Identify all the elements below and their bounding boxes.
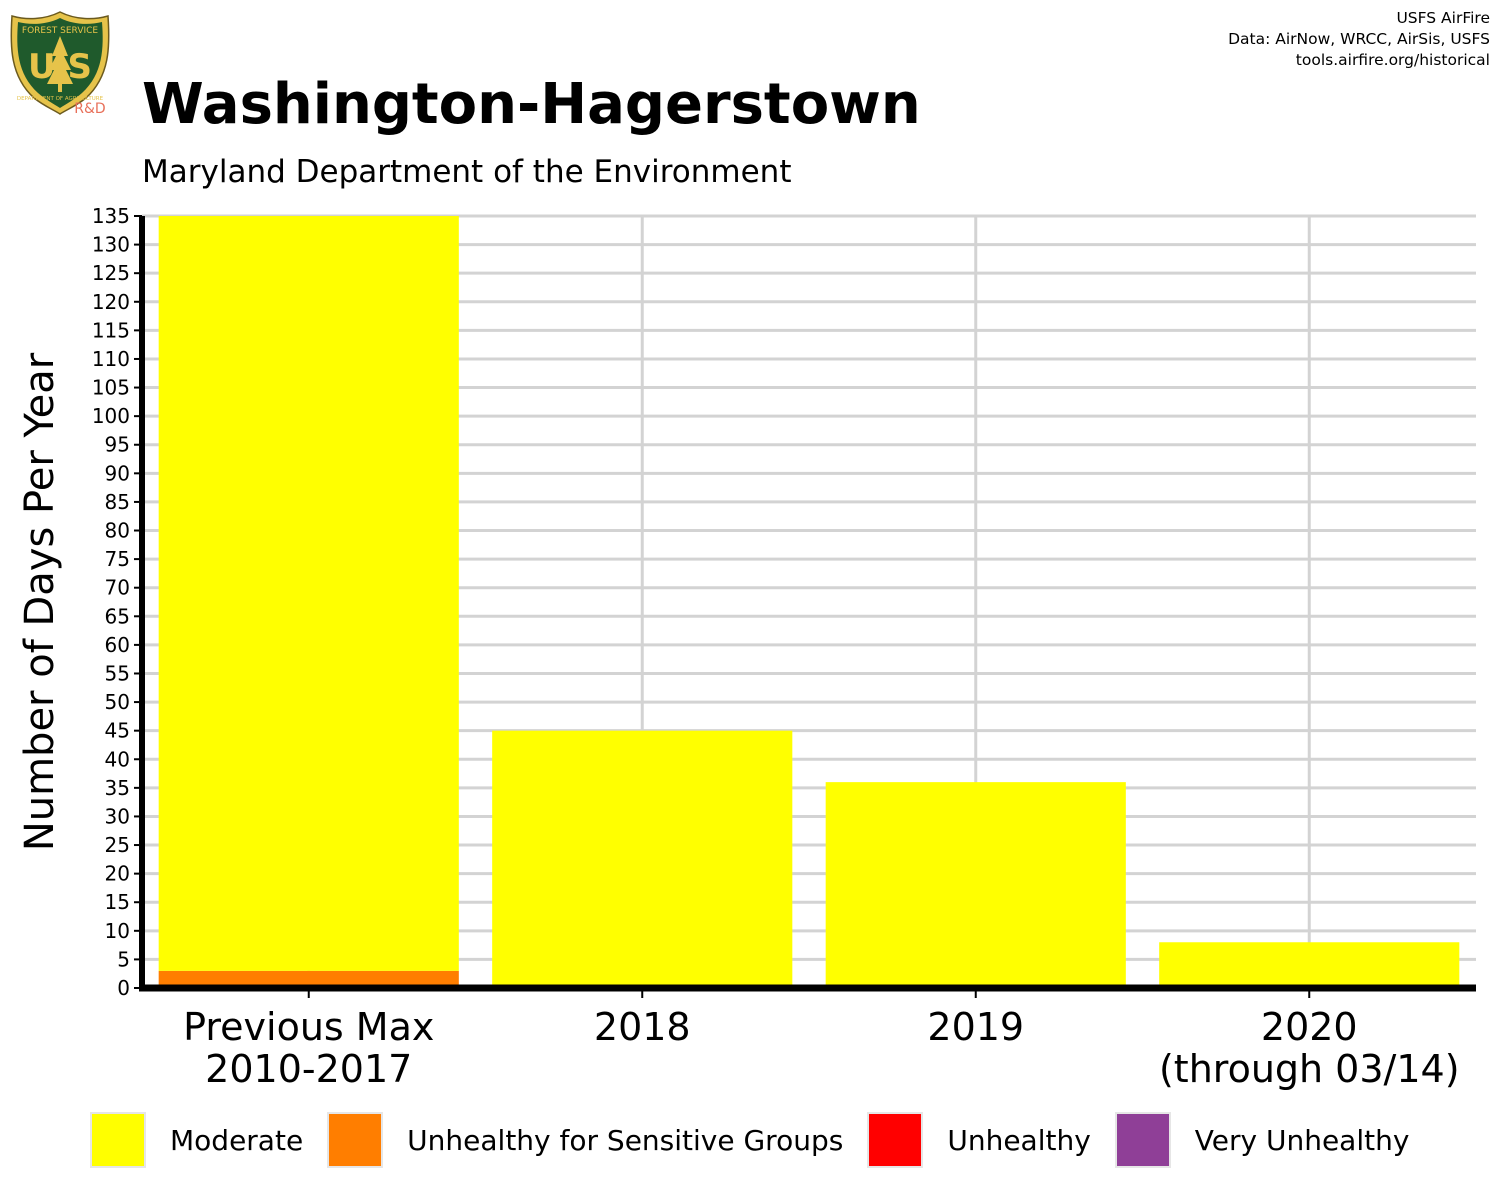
bar-moderate <box>1159 942 1460 988</box>
y-tick-label: 135 <box>92 204 130 228</box>
legend-swatch-usg <box>327 1112 384 1168</box>
y-tick-label: 70 <box>105 576 130 600</box>
x-tick-label: Previous Max <box>183 1005 434 1049</box>
logo-letters: U S <box>28 47 92 87</box>
legend-swatch-moderate <box>90 1112 146 1168</box>
y-tick-label: 120 <box>92 290 130 314</box>
bar-moderate <box>158 216 459 971</box>
bar-moderate <box>825 782 1126 988</box>
legend-swatch-unhealthy <box>867 1112 924 1168</box>
x-tick-label: (through 03/14) <box>1159 1047 1460 1091</box>
y-tick-label: 5 <box>117 947 130 971</box>
y-tick-label: 65 <box>105 604 130 628</box>
y-tick-label: 130 <box>92 233 130 257</box>
legend-label-moderate: Moderate <box>170 1123 304 1157</box>
legend-label-unhealthy: Unhealthy <box>947 1123 1091 1157</box>
y-tick-label: 10 <box>105 919 130 943</box>
legend: Moderate Unhealthy for Sensitive Groups … <box>0 1110 1409 1170</box>
x-tick-label: 2019 <box>927 1005 1024 1049</box>
credits: USFS AirFire Data: AirNow, WRCC, AirSis,… <box>1228 8 1490 71</box>
credit-line: tools.airfire.org/historical <box>1295 51 1490 69</box>
y-tick-label: 50 <box>105 690 130 714</box>
y-tick-label: 100 <box>92 404 130 428</box>
y-tick-label: 60 <box>105 633 130 657</box>
y-tick-label: 80 <box>105 519 130 543</box>
credit-line: Data: AirNow, WRCC, AirSis, USFS <box>1228 30 1490 48</box>
logo-rd-text: R&D <box>74 101 105 117</box>
x-tick-label: 2010-2017 <box>205 1047 412 1091</box>
bar-unhealthy-for-sensitive-groups <box>158 970 459 988</box>
legend-label-usg: Unhealthy for Sensitive Groups <box>407 1123 844 1157</box>
legend-swatch-very-unhealthy <box>1114 1112 1171 1168</box>
x-tick-label: 2020 <box>1261 1005 1358 1049</box>
y-tick-label: 85 <box>105 490 130 514</box>
bar-layer <box>158 216 1460 988</box>
y-tick-label: 25 <box>105 833 130 857</box>
legend-label-very-unhealthy: Very Unhealthy <box>1194 1123 1410 1157</box>
tick-label-layer: 0 5 10 15 20 25 30 35 40 45 50 55 60 65 70 75 80 85 90 95 10… <box>92 204 1460 1091</box>
y-tick-label: 55 <box>105 661 130 685</box>
x-tick-label: 2018 <box>594 1005 691 1049</box>
logo-top-text: FOREST SERVICE <box>22 26 99 36</box>
y-tick-label: 35 <box>105 776 130 800</box>
logo-bottom-text: DEPARTMENT OF AGRICULTURE <box>17 96 104 102</box>
y-tick-label: 115 <box>92 318 130 342</box>
y-tick-label: 40 <box>105 747 130 771</box>
y-tick-label: 95 <box>105 433 130 457</box>
y-tick-label: 20 <box>105 862 130 886</box>
bar-moderate <box>492 730 793 988</box>
chart-subtitle: Maryland Department of the Environment <box>142 154 792 190</box>
y-tick-label: 15 <box>105 890 130 914</box>
axis-layer <box>134 215 1476 998</box>
forest-service-logo: FOREST SERVICE U S DEPARTMENT OF AGRICUL… <box>10 11 110 117</box>
y-tick-label: 125 <box>92 261 130 285</box>
y-tick-label: 75 <box>105 547 130 571</box>
credit-line: USFS AirFire <box>1396 9 1490 27</box>
y-tick-label: 105 <box>92 376 130 400</box>
y-tick-label: 30 <box>105 804 130 828</box>
y-tick-label: 45 <box>105 719 130 743</box>
y-tick-label: 90 <box>105 461 130 485</box>
chart-title: Washington-Hagerstown <box>142 72 921 137</box>
y-tick-label: 110 <box>92 347 130 371</box>
y-tick-label: 0 <box>117 976 130 1000</box>
